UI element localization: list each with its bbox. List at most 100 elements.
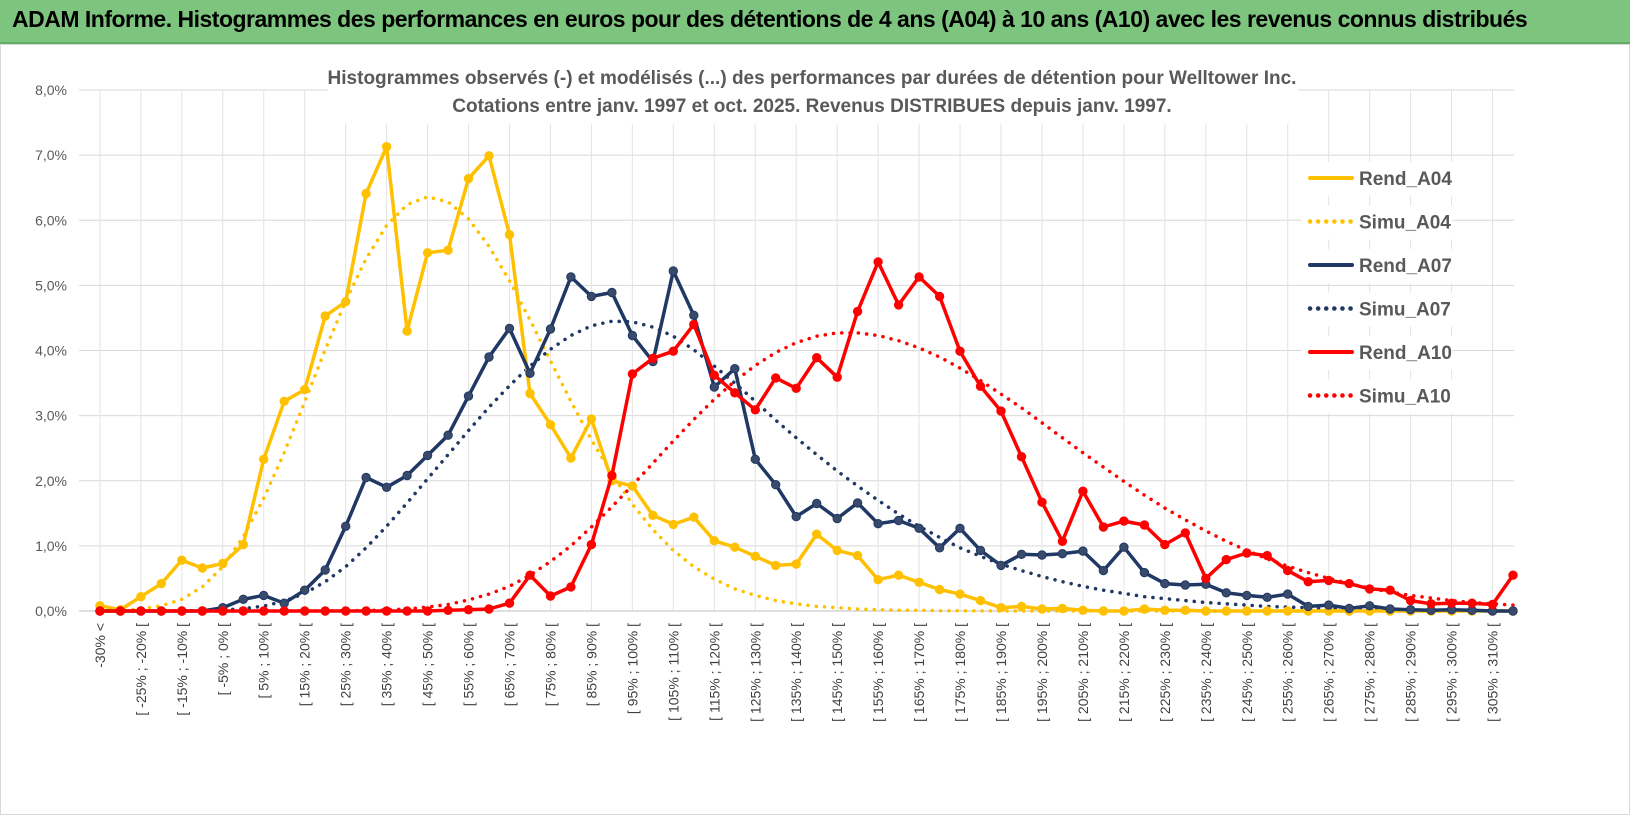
series-line-Rend_A10	[98, 260, 1515, 613]
x-tick-label: [ 245% ; 250% [	[1239, 623, 1255, 722]
legend-item-Simu_A07: Simu_A07	[1302, 292, 1452, 327]
point-Rend_A10	[402, 606, 412, 616]
point-Rend_A10	[566, 582, 576, 592]
point-Rend_A04	[381, 142, 392, 152]
point-Rend_A04	[279, 396, 289, 406]
point-Rend_A10	[443, 605, 453, 615]
point-Rend_A10	[852, 306, 863, 317]
point-Rend_A07	[1324, 600, 1334, 610]
point-Rend_A10	[1139, 520, 1150, 530]
x-tick-label: [ 45% ; 50% [	[420, 623, 436, 706]
x-tick-label: [ 95% ; 100% [	[624, 623, 640, 714]
x-tick-label: [ 295% ; 300% [	[1444, 623, 1460, 722]
point-Rend_A04	[750, 551, 760, 561]
point-Rend_A07	[1344, 603, 1354, 614]
point-Rend_A04	[463, 173, 474, 184]
legend-item-Rend_A07: Rend_A07	[1302, 249, 1452, 283]
point-Rend_A10	[300, 606, 310, 616]
point-Rend_A07	[320, 565, 330, 575]
point-Rend_A07	[893, 515, 904, 526]
point-Rend_A04	[177, 555, 187, 565]
point-Rend_A10	[1119, 516, 1129, 526]
x-tick-label: -30% <	[92, 623, 108, 668]
y-axis: 0,0% 1,0% 2,0% 3,0% 4,0% 5,0% 6,0% 7,0% 8,0%	[35, 82, 67, 619]
point-Rend_A07	[341, 521, 351, 531]
y-tick-label: 3,0%	[35, 408, 67, 424]
point-Rend_A04	[1180, 605, 1191, 615]
x-tick-label: [ 275% ; 280% [	[1362, 623, 1378, 722]
series-line-Rend_A04	[98, 144, 1515, 613]
legend-label: Rend_A04	[1359, 169, 1452, 190]
point-Rend_A04	[136, 592, 146, 602]
y-tick-label: 7,0%	[35, 147, 67, 163]
point-Rend_A07	[1078, 546, 1088, 556]
point-Rend_A07	[1119, 542, 1129, 552]
point-Rend_A04	[1016, 601, 1027, 612]
point-Rend_A04	[504, 229, 515, 240]
point-Rend_A04	[1262, 606, 1272, 616]
x-tick-label: [ 205% ; 210% [	[1075, 623, 1091, 722]
point-Rend_A10	[1283, 565, 1293, 576]
point-Rend_A10	[709, 370, 719, 380]
point-Rend_A04	[259, 454, 269, 464]
y-tick-label: 6,0%	[35, 212, 67, 228]
point-Rend_A07	[259, 590, 269, 601]
point-Rend_A04	[1078, 605, 1088, 615]
point-Rend_A10	[955, 346, 965, 356]
y-tick-label: 0,0%	[35, 603, 67, 619]
series-line-Rend_A07	[98, 269, 1515, 613]
legend-label: Simu_A10	[1359, 387, 1451, 408]
point-Rend_A07	[1262, 592, 1272, 602]
series-Simu_A04	[98, 195, 1515, 613]
x-tick-label: [ 35% ; 40% [	[379, 623, 395, 706]
point-Rend_A07	[279, 598, 289, 608]
point-Rend_A07	[1303, 601, 1313, 612]
x-tick-label: [ 185% ; 190% [	[993, 623, 1009, 722]
series-line-Simu_A04	[98, 195, 1515, 613]
point-Rend_A10	[136, 606, 146, 616]
x-tick-label: [ 135% ; 140% [	[788, 623, 804, 722]
point-Rend_A07	[463, 391, 474, 401]
point-Rend_A07	[1180, 580, 1191, 590]
point-Rend_A07	[443, 430, 453, 440]
point-Rend_A07	[1098, 565, 1109, 576]
point-Rend_A07	[1283, 589, 1293, 599]
x-tick-label: [ 25% ; 30% [	[338, 623, 354, 706]
point-Rend_A04	[812, 529, 822, 539]
point-Rend_A04	[709, 536, 719, 546]
point-Rend_A07	[1037, 550, 1047, 560]
point-Rend_A04	[1160, 605, 1170, 615]
point-Rend_A10	[1221, 554, 1232, 565]
point-Rend_A07	[586, 291, 597, 302]
point-Rend_A10	[750, 405, 760, 415]
point-Rend_A10	[197, 606, 208, 616]
point-Rend_A07	[1221, 588, 1232, 598]
point-Rend_A10	[689, 319, 699, 330]
point-Rend_A04	[852, 550, 863, 561]
point-Rend_A04	[156, 578, 167, 589]
point-Rend_A04	[422, 248, 433, 258]
chart-area: 0,0% 1,0% 2,0% 3,0% 4,0% 5,0% 6,0% 7,0% 8,0% -30…	[0, 44, 1630, 815]
point-Rend_A07	[668, 266, 678, 276]
point-Rend_A04	[402, 326, 412, 336]
point-Rend_A04	[361, 188, 371, 199]
point-Rend_A10	[668, 346, 678, 356]
point-Rend_A04	[975, 595, 986, 606]
point-Rend_A04	[689, 512, 699, 522]
legend: Rend_A04 Simu_A04 Rend_A07 Simu_A07 Rend_A10…	[1302, 162, 1452, 414]
point-Rend_A07	[1364, 601, 1375, 611]
y-tick-label: 2,0%	[35, 473, 67, 489]
point-Rend_A04	[791, 559, 801, 569]
legend-item-Rend_A04: Rend_A04	[1302, 162, 1452, 196]
point-Rend_A04	[1201, 606, 1211, 616]
point-Rend_A07	[914, 523, 924, 533]
point-Rend_A04	[1221, 606, 1232, 616]
point-Rend_A10	[1364, 584, 1375, 594]
point-Rend_A10	[1324, 575, 1334, 586]
y-tick-label: 4,0%	[35, 343, 67, 359]
x-axis: -30% < [ -25% ; -20% [[ -15% ; -10% [[ -5…	[92, 623, 1501, 722]
x-tick-label: [ 225% ; 230% [	[1157, 623, 1173, 722]
point-Rend_A10	[1385, 585, 1395, 595]
point-Rend_A04	[197, 563, 208, 573]
point-Rend_A10	[730, 388, 740, 398]
